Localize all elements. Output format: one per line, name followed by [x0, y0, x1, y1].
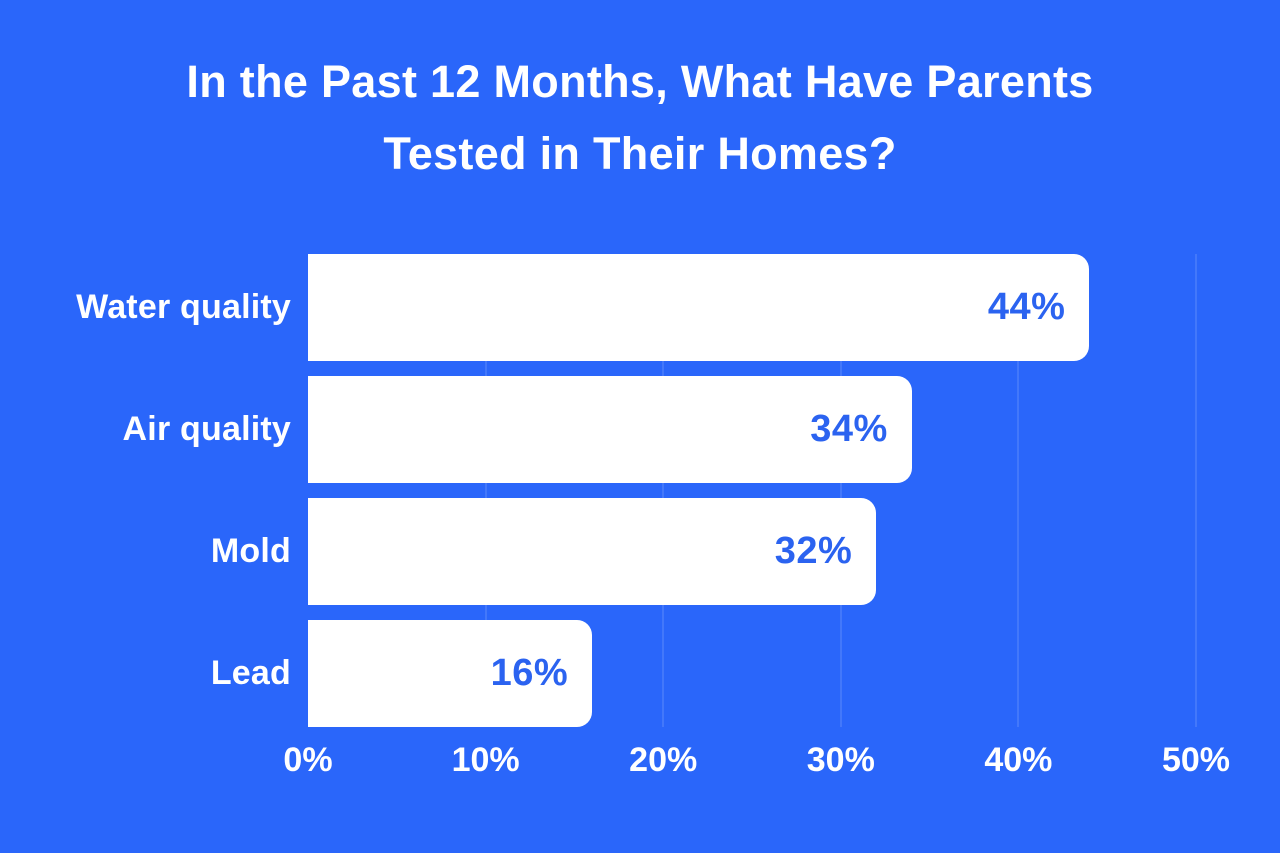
gridline	[839, 254, 842, 727]
x-tick-label: 0%	[283, 741, 333, 779]
bar-value-label: 44%	[987, 286, 1066, 328]
category-label: Air quality	[122, 410, 291, 448]
gridline	[1195, 254, 1197, 727]
x-tick-label: 20%	[629, 741, 698, 779]
x-tick-label: 10%	[451, 741, 520, 779]
category-axis: Water quality Air quality Mold Lead	[0, 254, 291, 727]
bar-air-quality: 34%	[308, 376, 912, 483]
plot-area: 44% 34% 32% 16%	[308, 254, 1196, 727]
bar-value-label: 34%	[810, 408, 888, 450]
bar-water-quality: 44%	[308, 254, 1090, 361]
bar-mold: 32%	[308, 498, 877, 605]
bar-lead: 16%	[308, 620, 593, 727]
category-label: Lead	[210, 654, 291, 692]
bar-value-label: 32%	[774, 530, 853, 572]
chart-title: In the Past 12 Months, What Have Parents…	[0, 46, 1280, 190]
x-axis: 0% 10% 20% 30% 40% 50%	[0, 741, 1280, 791]
x-tick-label: 50%	[1161, 741, 1231, 779]
bar-value-label: 16%	[490, 652, 569, 694]
x-tick-label: 30%	[806, 741, 875, 779]
x-tick-label: 40%	[984, 741, 1053, 779]
category-label: Water quality	[76, 288, 291, 326]
gridline	[1017, 254, 1020, 727]
gridline	[662, 254, 665, 727]
chart-title-line-2: Tested in Their Homes?	[383, 128, 897, 179]
chart-title-line-1: In the Past 12 Months, What Have Parents	[186, 56, 1094, 107]
category-label: Mold	[210, 532, 291, 570]
gridline	[484, 254, 487, 727]
